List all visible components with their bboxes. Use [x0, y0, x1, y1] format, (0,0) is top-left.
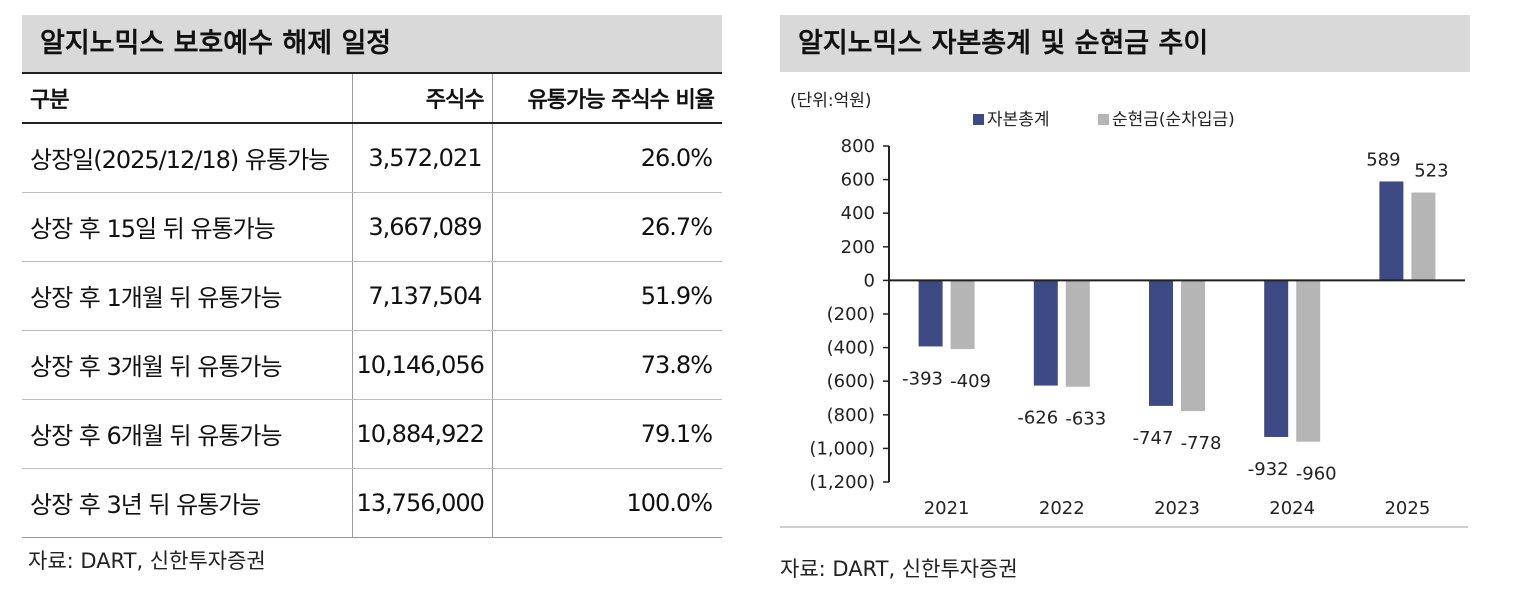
- table-source-note: 자료: DART, 신한투자증권: [28, 549, 266, 573]
- y-tick-label: 800: [841, 136, 875, 157]
- x-tick-label: 2023: [1154, 498, 1200, 519]
- capital-netcash-bar-chart: (단위:억원) 자본총계 순현금(순차입금) 800 600 400 200 0 (200) (4…: [780, 91, 1468, 528]
- row-ratio: 26.7%: [491, 192, 722, 262]
- row-label: 상장일(2025/12/18) 유통가능: [22, 123, 352, 193]
- chart-source-note: 자료: DART, 신한투자증권: [780, 557, 1018, 581]
- data-label: 523: [1414, 161, 1448, 182]
- row-label: 상장 후 6개월 뒤 유통가능: [22, 399, 352, 469]
- row-ratio: 79.1%: [491, 399, 722, 469]
- data-label: -960: [1296, 464, 1337, 485]
- data-label: -932: [1248, 459, 1289, 480]
- table-row: 상장 후 6개월 뒤 유통가능 10,884,922 79.1%: [22, 399, 722, 469]
- legend-swatch: [1098, 114, 1109, 125]
- bar-equity: [1379, 181, 1404, 281]
- header-category: 구분: [22, 72, 352, 124]
- bar-netcash: [1181, 280, 1205, 412]
- y-tick-label: (800): [827, 405, 875, 426]
- data-label: -778: [1181, 433, 1222, 454]
- row-ratio: 73.8%: [491, 330, 722, 400]
- row-label: 상장 후 3개월 뒤 유통가능: [22, 330, 352, 400]
- x-tick-label: 2024: [1269, 498, 1315, 519]
- table-row: 상장 후 15일 뒤 유통가능 3,667,089 26.7%: [22, 192, 722, 262]
- bar-equity: [1149, 280, 1173, 406]
- legend-swatch: [973, 114, 984, 125]
- table-header-row: 구분 주식수 유통가능 주식수 비율: [22, 72, 722, 124]
- bar-netcash: [1296, 280, 1321, 442]
- row-shares: 7,137,504: [351, 261, 492, 331]
- row-ratio: 100.0%: [491, 468, 722, 538]
- row-shares: 3,667,089: [351, 192, 492, 262]
- row-ratio: 26.0%: [491, 123, 722, 193]
- y-tick-label: 0: [864, 270, 875, 291]
- bar-equity: [918, 280, 943, 347]
- row-label: 상장 후 3년 뒤 유통가능: [22, 468, 352, 538]
- bar-equity: [1264, 280, 1289, 437]
- chart-title: 알지노믹스 자본총계 및 순현금 추이: [780, 15, 1470, 72]
- unit-label: (단위:억원): [790, 91, 872, 111]
- row-shares: 10,146,056: [351, 330, 492, 400]
- y-tick-label: (1,000): [809, 438, 875, 459]
- bar-netcash: [950, 280, 975, 350]
- y-tick-label: (400): [827, 338, 875, 359]
- row-ratio: 51.9%: [491, 261, 722, 331]
- row-label: 상장 후 1개월 뒤 유통가능: [22, 261, 352, 331]
- header-shares: 주식수: [351, 72, 492, 124]
- table-row: 상장일(2025/12/18) 유통가능 3,572,021 26.0%: [22, 123, 722, 193]
- table-row: 상장 후 1개월 뒤 유통가능 7,137,504 51.9%: [22, 261, 722, 331]
- table-row: 상장 후 3년 뒤 유통가능 13,756,000 100.0%: [22, 468, 722, 538]
- row-shares: 3,572,021: [351, 123, 492, 193]
- y-tick-label: 600: [841, 170, 875, 191]
- y-tick-label: 400: [841, 203, 875, 224]
- data-label: -393: [902, 368, 943, 389]
- x-tick-label: 2021: [924, 498, 970, 519]
- row-shares: 13,756,000: [351, 468, 492, 538]
- y-tick-label: (600): [827, 371, 875, 392]
- table-row: 상장 후 3개월 뒤 유통가능 10,146,056 73.8%: [22, 330, 722, 400]
- row-label: 상장 후 15일 뒤 유통가능: [22, 192, 352, 262]
- legend-label: 순현금(순차입금): [1112, 110, 1235, 130]
- x-tick-label: 2025: [1384, 498, 1430, 519]
- data-label: 589: [1366, 149, 1400, 170]
- data-label: -747: [1133, 428, 1174, 449]
- data-label: -409: [950, 371, 991, 392]
- y-tick-label: (200): [827, 304, 875, 325]
- legend-label: 자본총계: [987, 110, 1050, 130]
- bar-netcash: [1065, 280, 1090, 387]
- y-tick-label: 200: [841, 237, 875, 258]
- header-float-ratio: 유통가능 주식수 비율: [491, 72, 722, 124]
- data-label: -633: [1065, 409, 1106, 430]
- data-label: -626: [1017, 408, 1058, 429]
- bar-equity: [1033, 280, 1058, 386]
- x-tick-label: 2022: [1039, 498, 1085, 519]
- lockup-table-title: 알지노믹스 보호예수 해제 일정: [22, 15, 722, 72]
- y-tick-label: (1,200): [809, 472, 875, 493]
- row-shares: 10,884,922: [351, 399, 492, 469]
- bar-netcash: [1411, 192, 1436, 281]
- lockup-table: 구분 주식수 유통가능 주식수 비율 상장일(2025/12/18) 유통가능 …: [22, 72, 722, 538]
